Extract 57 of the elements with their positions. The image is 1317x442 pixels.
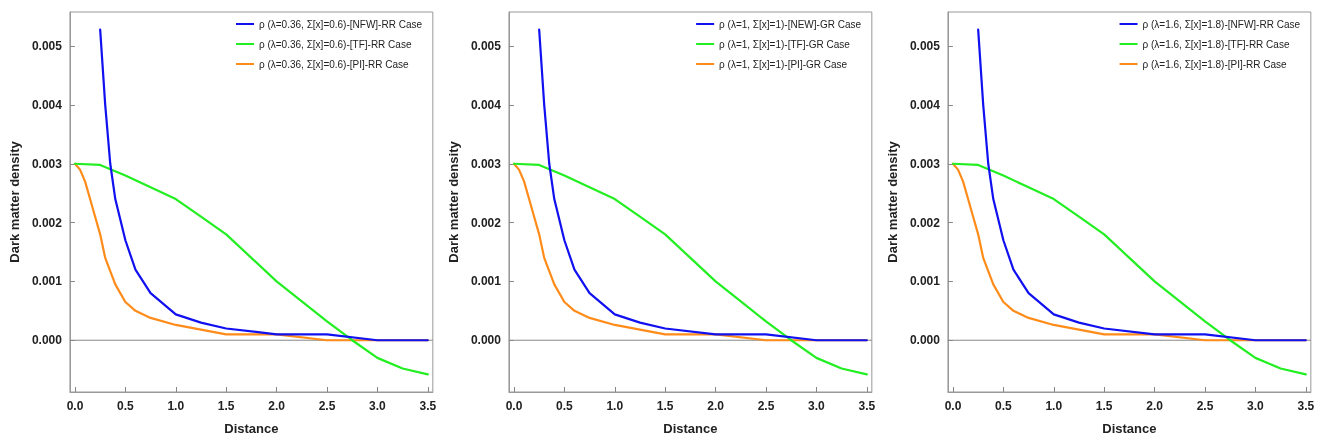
legend-label: ρ (λ=0.36, Σ[x]=0.6)-[TF]-RR Case bbox=[258, 38, 412, 50]
x-tick-label: 2.0 bbox=[1146, 399, 1164, 413]
y-tick-label: 0.004 bbox=[470, 97, 502, 112]
x-tick-label: 1.0 bbox=[606, 399, 624, 413]
x-tick-label: 0.5 bbox=[556, 399, 574, 413]
y-tick-label: 0.005 bbox=[31, 39, 63, 54]
x-tick-label: 3.5 bbox=[858, 399, 876, 413]
legend-label: ρ (λ=1, Σ[x]=1)-[PI]-GR Case bbox=[719, 58, 848, 70]
x-tick-label: 2.5 bbox=[318, 399, 336, 413]
x-tick-label: 3.0 bbox=[808, 399, 826, 413]
x-axis-title: Distance bbox=[663, 421, 718, 436]
y-axis-title: Dark matter density bbox=[7, 140, 22, 263]
legend-label: ρ (λ=1, Σ[x]=1)-[NEW]-GR Case bbox=[719, 18, 862, 30]
x-tick-label: 3.0 bbox=[369, 399, 387, 413]
x-tick-label: 1.5 bbox=[656, 399, 674, 413]
y-tick-label: 0.003 bbox=[470, 156, 502, 171]
y-tick-label: 0.000 bbox=[909, 333, 941, 348]
x-tick-label: 3.5 bbox=[1297, 399, 1315, 413]
y-tick-label: 0.001 bbox=[31, 274, 63, 289]
x-axis-title: Distance bbox=[224, 421, 279, 436]
y-axis-title: Dark matter density bbox=[885, 140, 900, 263]
x-tick-label: 0.5 bbox=[995, 399, 1013, 413]
x-tick-label: 1.5 bbox=[1095, 399, 1113, 413]
y-tick-label: 0.002 bbox=[470, 215, 502, 230]
y-tick-label: 0.004 bbox=[909, 97, 941, 112]
y-tick-label: 0.000 bbox=[470, 333, 502, 348]
y-tick-label: 0.005 bbox=[470, 39, 502, 54]
y-tick-label: 0.002 bbox=[909, 215, 941, 230]
y-tick-label: 0.005 bbox=[909, 39, 941, 54]
y-tick-label: 0.003 bbox=[909, 156, 941, 171]
x-tick-label: 1.0 bbox=[1045, 399, 1063, 413]
x-tick-label: 0.0 bbox=[944, 399, 962, 413]
x-tick-label: 2.5 bbox=[1196, 399, 1214, 413]
y-tick-label: 0.003 bbox=[31, 156, 63, 171]
legend-label: ρ (λ=1, Σ[x]=1)-[TF]-GR Case bbox=[719, 38, 851, 50]
legend-label: ρ (λ=1.6, Σ[x]=1.8)-[TF]-RR Case bbox=[1142, 38, 1290, 50]
y-tick-label: 0.002 bbox=[31, 215, 63, 230]
x-tick-label: 0.0 bbox=[505, 399, 523, 413]
x-tick-label: 0.5 bbox=[117, 399, 135, 413]
legend-label: ρ (λ=0.36, Σ[x]=0.6)-[PI]-RR Case bbox=[258, 58, 410, 70]
legend-label: ρ (λ=0.36, Σ[x]=0.6)-[NFW]-RR Case bbox=[258, 18, 423, 30]
x-tick-label: 3.0 bbox=[1247, 399, 1265, 413]
y-tick-label: 0.000 bbox=[31, 333, 63, 348]
x-tick-label: 2.5 bbox=[757, 399, 775, 413]
x-axis-title: Distance bbox=[1102, 421, 1157, 436]
x-tick-label: 0.0 bbox=[66, 399, 84, 413]
x-tick-label: 3.5 bbox=[419, 399, 437, 413]
legend-label: ρ (λ=1.6, Σ[x]=1.8)-[NFW]-RR Case bbox=[1142, 18, 1301, 30]
y-tick-label: 0.001 bbox=[470, 274, 502, 289]
x-tick-label: 1.0 bbox=[167, 399, 185, 413]
y-tick-label: 0.001 bbox=[909, 274, 941, 289]
x-tick-label: 2.0 bbox=[268, 399, 286, 413]
x-tick-label: 1.5 bbox=[217, 399, 235, 413]
y-tick-label: 0.004 bbox=[31, 97, 63, 112]
legend-label: ρ (λ=1.6, Σ[x]=1.8)-[PI]-RR Case bbox=[1142, 58, 1288, 70]
y-axis-title: Dark matter density bbox=[446, 140, 461, 263]
x-tick-label: 2.0 bbox=[707, 399, 725, 413]
